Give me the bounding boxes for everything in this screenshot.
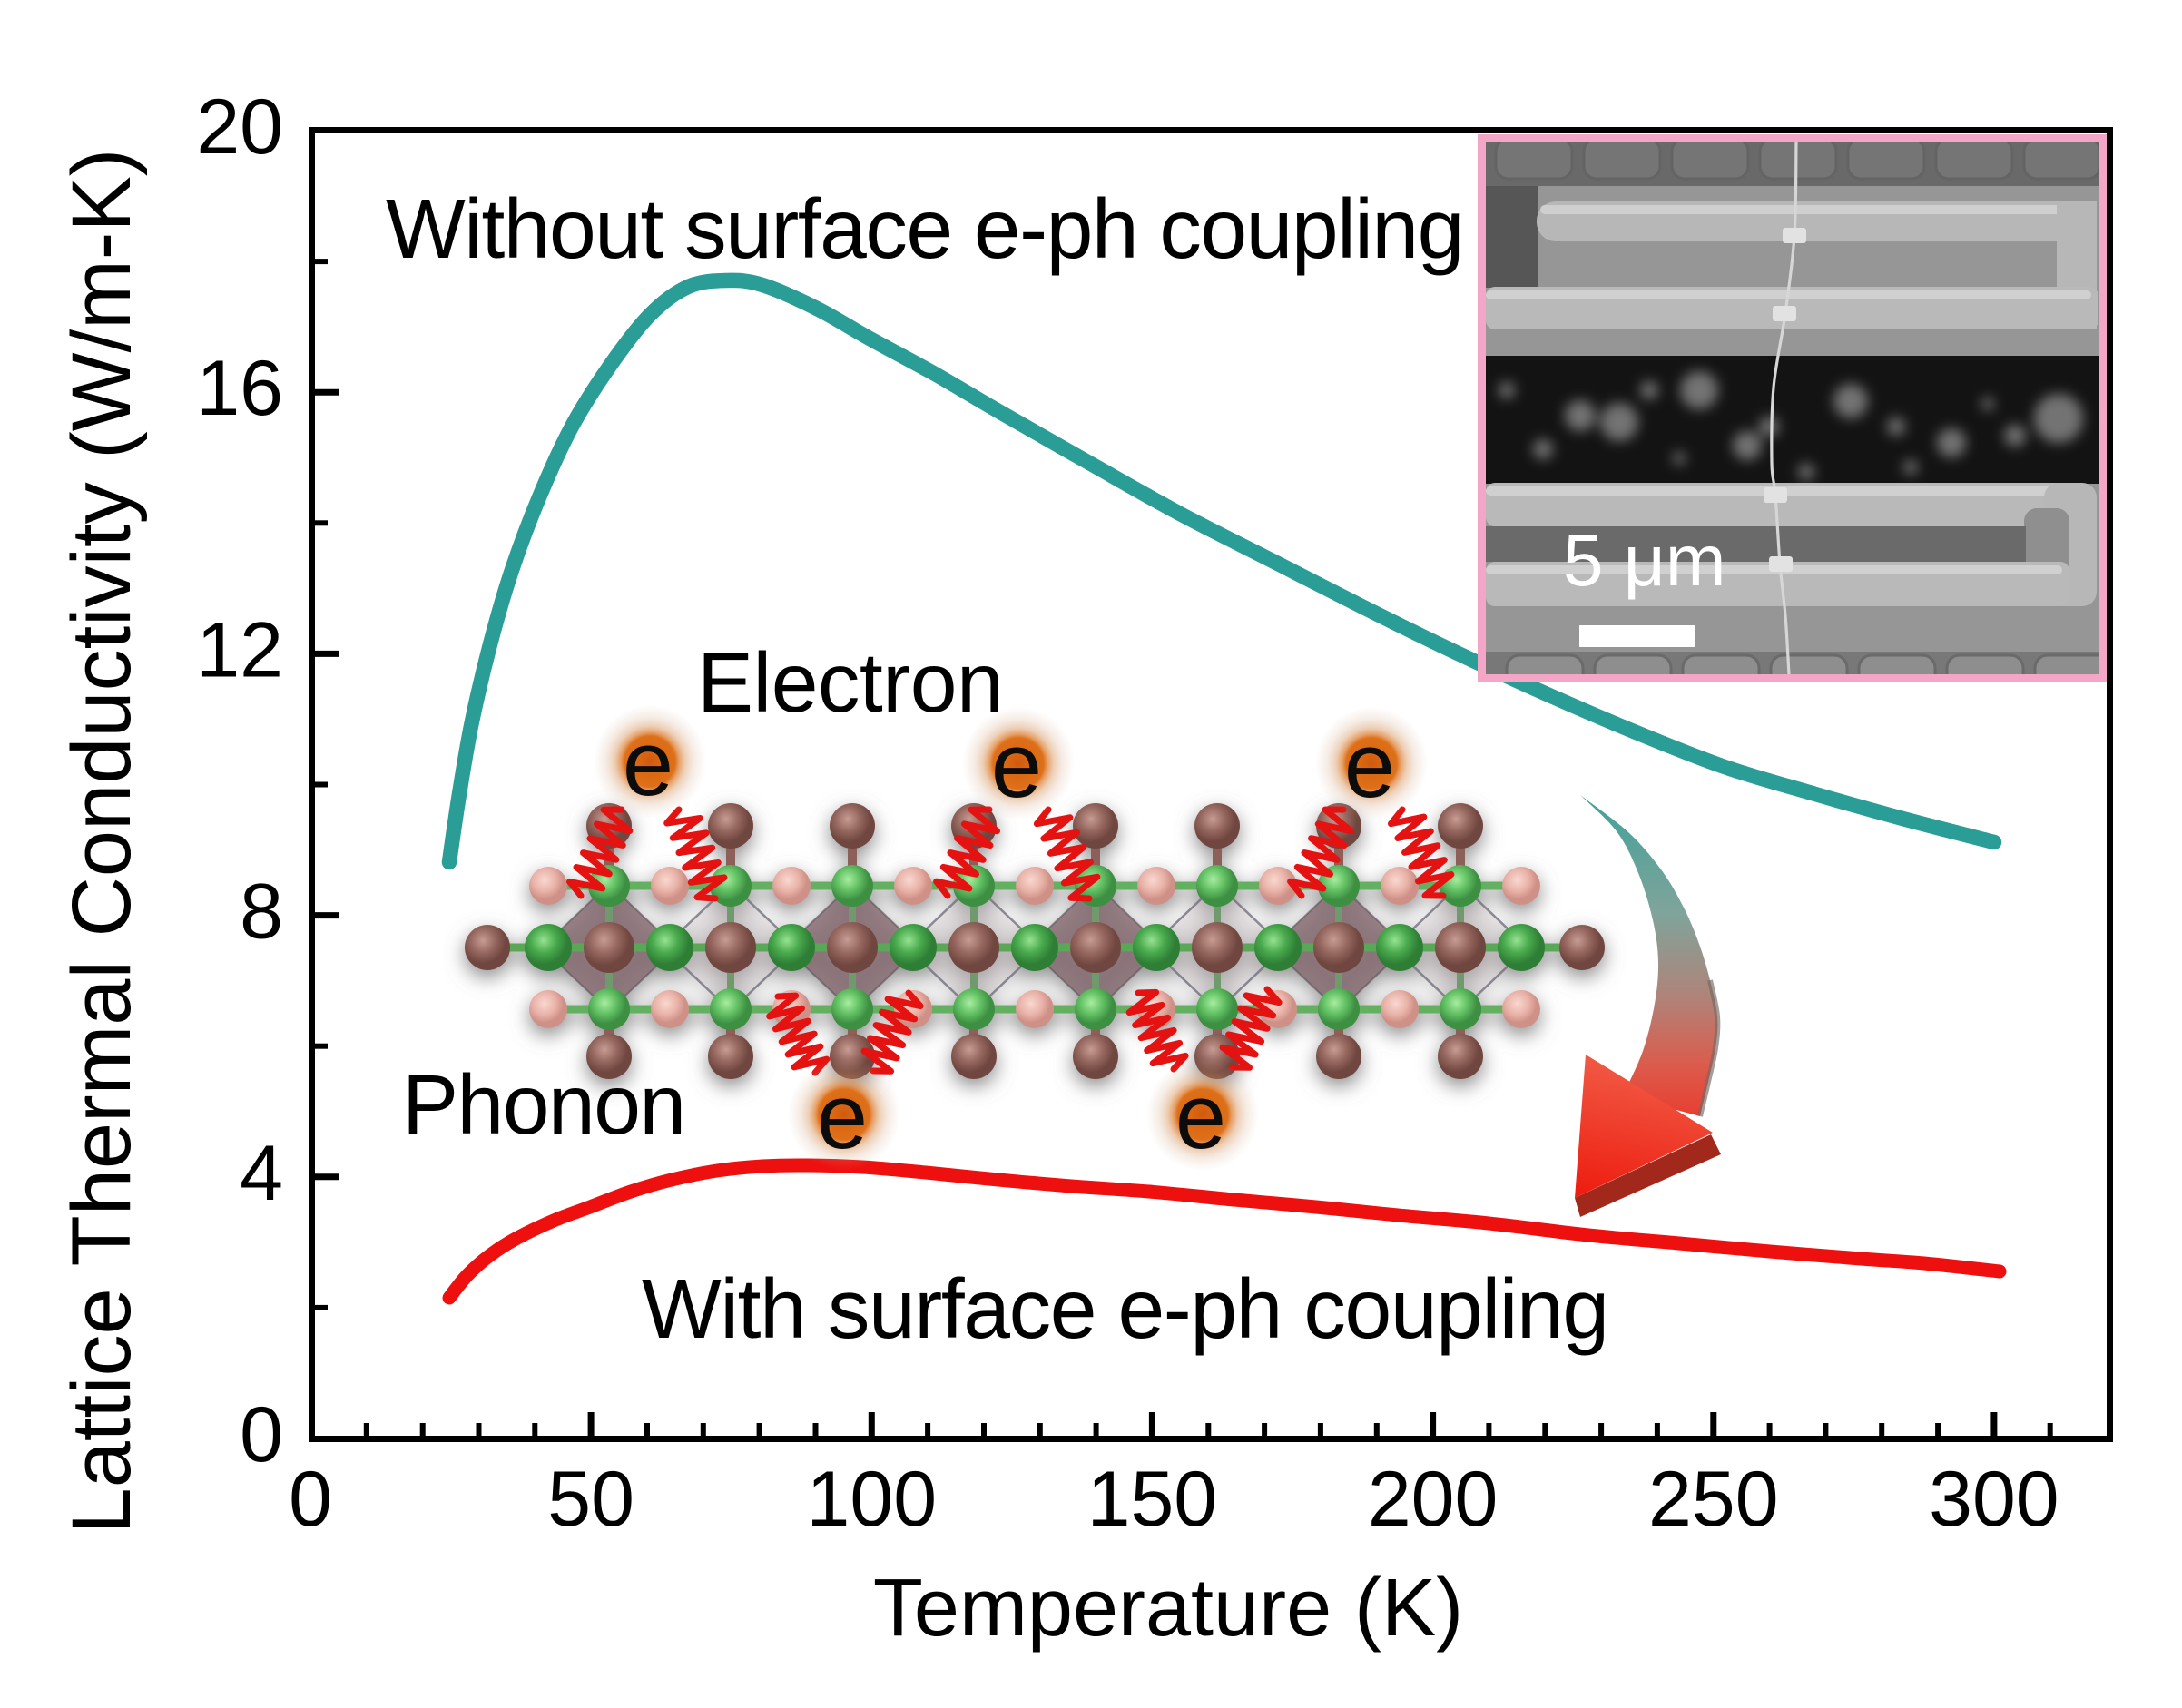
svg-text:e: e xyxy=(1344,715,1395,817)
svg-text:5 μm: 5 μm xyxy=(1563,520,1725,601)
svg-text:20: 20 xyxy=(196,83,283,171)
svg-text:300: 300 xyxy=(1929,1456,2059,1543)
svg-text:Without surface e-ph coupling: Without surface e-ph coupling xyxy=(386,182,1463,276)
svg-text:0: 0 xyxy=(240,1391,283,1478)
svg-text:16: 16 xyxy=(196,345,283,432)
svg-text:200: 200 xyxy=(1368,1456,1499,1543)
svg-text:0: 0 xyxy=(289,1456,332,1543)
svg-text:Lattice Thermal Conductivity (: Lattice Thermal Conductivity (W/m-K) xyxy=(55,149,148,1535)
svg-text:e: e xyxy=(817,1066,868,1168)
svg-text:e: e xyxy=(1175,1066,1226,1168)
svg-text:e: e xyxy=(991,715,1042,817)
svg-text:50: 50 xyxy=(547,1456,634,1543)
svg-text:Electron: Electron xyxy=(697,635,1003,730)
svg-text:12: 12 xyxy=(196,606,283,693)
svg-text:Temperature (K): Temperature (K) xyxy=(873,1563,1463,1654)
svg-text:250: 250 xyxy=(1648,1456,1779,1543)
svg-text:100: 100 xyxy=(807,1456,938,1543)
svg-text:e: e xyxy=(623,713,673,815)
svg-text:150: 150 xyxy=(1087,1456,1218,1543)
svg-text:8: 8 xyxy=(240,869,283,956)
svg-text:With surface e-ph coupling: With surface e-ph coupling xyxy=(642,1261,1608,1356)
svg-text:4: 4 xyxy=(240,1130,283,1217)
svg-text:Phonon: Phonon xyxy=(402,1057,685,1152)
